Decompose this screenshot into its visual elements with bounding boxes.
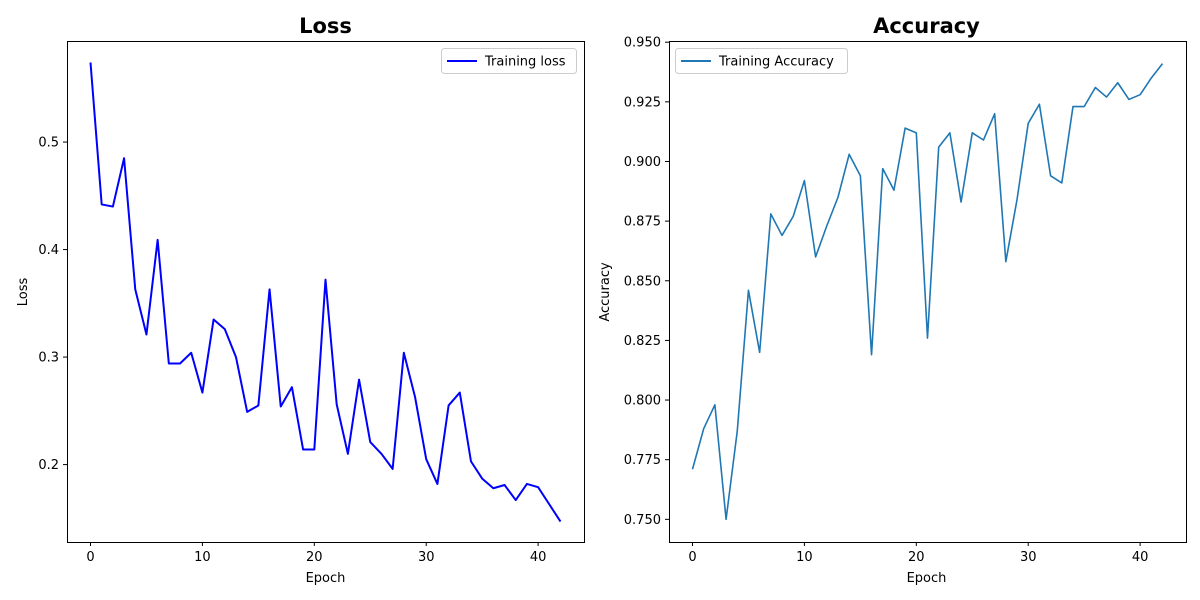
- accuracy-y-tick-label: 0.900: [624, 155, 661, 170]
- accuracy-legend-box: [675, 48, 848, 74]
- loss-chart: Loss 0 10 20 30 40 0.2 0.3 0.4 0.5 Epoch Loss Tr…: [16, 14, 585, 586]
- accuracy-chart-title: Accuracy: [873, 14, 980, 38]
- loss-y-tick-label: 0.3: [38, 351, 59, 366]
- accuracy-chart-frame: [669, 41, 1187, 543]
- accuracy-series-line: [691, 63, 1164, 521]
- accuracy-y-tick-label: 0.875: [624, 215, 661, 230]
- loss-legend: Training loss: [441, 48, 577, 74]
- loss-x-tick-label: 10: [194, 550, 211, 565]
- loss-series-line: [89, 62, 562, 523]
- accuracy-chart-ticks: 0 10 20 30 40 0.750 0.775 0.800 0.825 0.850 0.875 0…: [624, 36, 1149, 565]
- accuracy-x-tick-label: 20: [908, 550, 925, 565]
- accuracy-legend: Training Accuracy: [675, 48, 848, 74]
- loss-x-axis-label: Epoch: [306, 571, 346, 586]
- loss-y-tick-label: 0.2: [38, 458, 59, 473]
- accuracy-y-tick-label: 0.775: [624, 453, 661, 468]
- loss-x-tick-label: 0: [86, 550, 94, 565]
- accuracy-y-tick-label: 0.925: [624, 95, 661, 110]
- accuracy-y-tick-label: 0.850: [624, 274, 661, 289]
- loss-chart-title: Loss: [299, 14, 352, 38]
- loss-legend-label: Training loss: [484, 55, 566, 70]
- accuracy-x-tick-label: 0: [688, 550, 696, 565]
- accuracy-y-axis-label: Accuracy: [598, 262, 613, 322]
- loss-legend-box: [441, 48, 577, 74]
- loss-y-tick-label: 0.5: [38, 136, 59, 151]
- accuracy-y-tick-label: 0.800: [624, 394, 661, 409]
- loss-chart-frame: [67, 41, 585, 543]
- accuracy-y-tick-label: 0.825: [624, 334, 661, 349]
- accuracy-x-axis-label: Epoch: [907, 571, 947, 586]
- accuracy-chart: Accuracy 0 10 20 30 40 0.750 0.775 0.800 0.825 0.…: [598, 14, 1187, 586]
- loss-x-tick-label: 40: [530, 550, 547, 565]
- accuracy-y-tick-label: 0.950: [624, 36, 661, 51]
- loss-y-tick-label: 0.4: [38, 243, 59, 258]
- loss-x-tick-label: 30: [418, 550, 435, 565]
- accuracy-y-tick-label: 0.750: [624, 513, 661, 528]
- loss-x-tick-label: 20: [306, 550, 323, 565]
- loss-y-axis-label: Loss: [16, 278, 31, 307]
- accuracy-legend-label: Training Accuracy: [718, 55, 834, 70]
- accuracy-x-tick-label: 30: [1020, 550, 1037, 565]
- accuracy-x-tick-label: 40: [1132, 550, 1149, 565]
- loss-chart-ticks: 0 10 20 30 40 0.2 0.3 0.4 0.5: [38, 136, 546, 565]
- accuracy-x-tick-label: 10: [796, 550, 813, 565]
